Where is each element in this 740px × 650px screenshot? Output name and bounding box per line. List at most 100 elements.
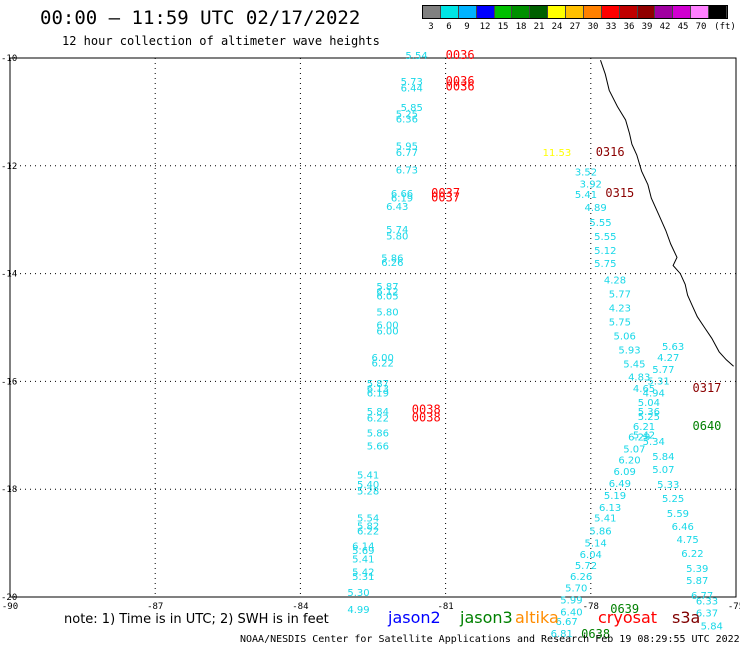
colorbar-swatch [601, 6, 620, 18]
swh-label: 5.12 [594, 246, 616, 257]
swh-label: 6.43 [386, 202, 408, 213]
swh-label: 6.77 [691, 591, 713, 602]
chart-subtitle: 12 hour collection of altimeter wave hei… [62, 34, 380, 48]
swh-label: 6.67 [555, 617, 577, 628]
swh-label: 5.80 [386, 232, 408, 243]
units-note: note: 1) Time is in UTC; 2) SWH is in fe… [64, 612, 329, 627]
swh-label: 5.04 [638, 398, 660, 409]
swh-label: 5.75 [609, 317, 631, 328]
swh-label: 6.66 [391, 189, 413, 200]
swh-label: 5.19 [604, 491, 626, 502]
chart-title: 00:00 – 11:59 UTC 02/17/2022 [40, 7, 361, 29]
swh-label: 6.81 [551, 629, 573, 640]
swh-label: 4.83 [628, 372, 650, 383]
x-tick-label: -75 [728, 602, 740, 612]
swh-label: 5.41 [594, 514, 616, 525]
swh-label: 3.92 [580, 179, 602, 190]
swh-label: 5.86 [367, 428, 389, 439]
colorbar-tick-label: 21 [533, 22, 545, 32]
swh-label: 6.22 [372, 358, 394, 369]
legend-entry: cryosat [598, 608, 658, 627]
pass-time-label: 0315 [605, 186, 634, 200]
swh-label: 5.34 [643, 437, 665, 448]
swh-label: 6.09 [614, 467, 636, 478]
colorbar-tick-label: 15 [497, 22, 509, 32]
swh-label: 4.27 [657, 353, 679, 364]
swh-label: 5.59 [667, 509, 689, 520]
swh-label: 5.45 [623, 359, 645, 370]
swh-label: 5.31 [647, 377, 669, 388]
swh-label: 5.41 [575, 190, 597, 201]
swh-label: 6.44 [401, 83, 423, 94]
swh-label: 5.85 [401, 103, 423, 114]
swh-label: 5.63 [662, 342, 684, 353]
colorbar-tick-label: 30 [587, 22, 599, 32]
swh-label: 5.70 [565, 584, 587, 595]
colorbar-tick-label: (ft) [714, 22, 736, 32]
swh-label: 6.19 [367, 388, 389, 399]
swh-label: 6.77 [396, 148, 418, 159]
swh-label: 5.42 [633, 431, 655, 442]
swh-label: 5.54 [405, 51, 427, 62]
x-tick-label: -87 [147, 602, 163, 612]
swh-label: 6.36 [396, 115, 418, 126]
swh-label: 5.86 [589, 526, 611, 537]
swh-label: 5.07 [623, 445, 645, 456]
swh-label: 6.21 [633, 422, 655, 433]
x-tick-label: -84 [292, 602, 308, 612]
swh-label: 5.25 [396, 109, 418, 120]
pass-time-label: 0038 [412, 403, 441, 417]
swh-label: 5.25 [662, 494, 684, 505]
swh-label: 5.69 [352, 546, 374, 557]
legend-entry: jason3 [460, 608, 513, 627]
swh-label: 5.82 [357, 522, 379, 533]
swh-label: 5.84 [652, 452, 674, 463]
swh-label: 4.65 [633, 384, 655, 395]
swh-label: 5.36 [638, 407, 660, 418]
colorbar-tick-label: 36 [623, 22, 635, 32]
colorbar-tick-label: 39 [641, 22, 653, 32]
colorbar-tick-label: 9 [464, 22, 470, 32]
pass-time-label: 0316 [596, 145, 625, 159]
colorbar-swatch [566, 6, 584, 18]
y-tick-label: -14 [1, 270, 17, 280]
colorbar-swatch [637, 6, 656, 18]
swh-label: 6.29 [628, 433, 650, 444]
swh-label: 5.42 [352, 567, 374, 578]
pass-time-label: 0038 [412, 410, 441, 424]
swh-label: 6.26 [381, 258, 403, 269]
swh-label: 5.55 [589, 218, 611, 229]
swh-label: 6.73 [396, 165, 418, 176]
colorbar-tick-label: 6 [446, 22, 452, 32]
swh-label: 6.22 [681, 549, 703, 560]
swh-label: 6.22 [357, 526, 379, 537]
swh-label: 5.40 [357, 480, 379, 491]
swh-label: 5.14 [585, 538, 607, 549]
swh-label: 5.87 [367, 379, 389, 390]
swh-label: 6.12 [376, 287, 398, 298]
swh-label: 6.13 [367, 384, 389, 395]
colorbar-tick-label: 42 [659, 22, 671, 32]
pass-time-label: 0638 [581, 627, 610, 641]
colorbar-tick-label: 27 [569, 22, 581, 32]
swh-label: 5.25 [638, 412, 660, 423]
swh-label: 5.87 [376, 282, 398, 293]
y-tick-label: -18 [1, 485, 17, 495]
swh-label: 6.33 [696, 597, 718, 608]
colorbar-swatch [530, 6, 549, 18]
swh-label: 4.99 [347, 605, 369, 616]
legend-entry: altika [515, 608, 559, 627]
swh-label: 5.07 [652, 465, 674, 476]
swh-label: 6.22 [367, 413, 389, 424]
swh-label: 6.14 [352, 542, 374, 553]
swh-label: 5.86 [381, 254, 403, 265]
colorbar-swatch [655, 6, 674, 18]
colorbar-swatch [619, 6, 638, 18]
x-tick-label: -78 [583, 602, 599, 612]
legend-entry: s3a [672, 608, 701, 627]
swh-label: 3.52 [575, 168, 597, 179]
swh-label: 5.39 [686, 564, 708, 575]
colorbar-swatch [476, 6, 495, 18]
swh-label: 5.55 [594, 232, 616, 243]
colorbar-swatch [691, 6, 709, 18]
